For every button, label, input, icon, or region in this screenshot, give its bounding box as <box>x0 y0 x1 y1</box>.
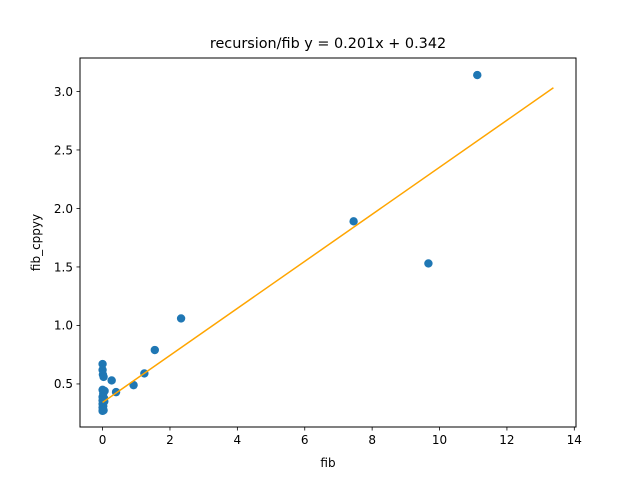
data-point <box>98 359 107 369</box>
data-point <box>99 372 108 382</box>
data-point <box>107 376 116 385</box>
x-axis-label: fib <box>320 456 335 470</box>
data-point <box>424 259 433 268</box>
chart-title: recursion/fib y = 0.201x + 0.342 <box>210 36 446 52</box>
x-tick-label: 10 <box>432 433 447 447</box>
data-point <box>176 314 186 323</box>
data-point <box>473 70 482 80</box>
data-point <box>99 406 108 415</box>
axes-frame <box>79 57 577 428</box>
y-tick-label: 2.0 <box>54 202 73 216</box>
x-tick-label: 12 <box>499 433 514 447</box>
x-tick-label: 2 <box>166 433 174 447</box>
y-tick-label: 0.5 <box>54 377 73 391</box>
x-tick-label: 8 <box>368 433 376 447</box>
fit-line <box>102 87 554 404</box>
data-point <box>150 345 160 355</box>
y-axis: 0.5 1.0 1.5 2.0 2.5 3.0 <box>54 85 80 391</box>
y-tick-label: 1.5 <box>54 260 73 274</box>
y-axis-label: fib_cppyy <box>29 214 43 271</box>
x-tick-label: 0 <box>99 433 107 447</box>
x-axis: 0 2 4 6 8 10 12 14 <box>99 427 582 447</box>
data-point <box>349 217 358 226</box>
plot-area <box>98 70 554 416</box>
x-tick-label: 14 <box>567 433 582 447</box>
y-tick-label: 2.5 <box>54 143 73 157</box>
x-tick-label: 6 <box>301 433 309 447</box>
y-tick-label: 3.0 <box>54 85 73 99</box>
x-tick-label: 4 <box>234 433 242 447</box>
y-tick-label: 1.0 <box>54 319 73 333</box>
